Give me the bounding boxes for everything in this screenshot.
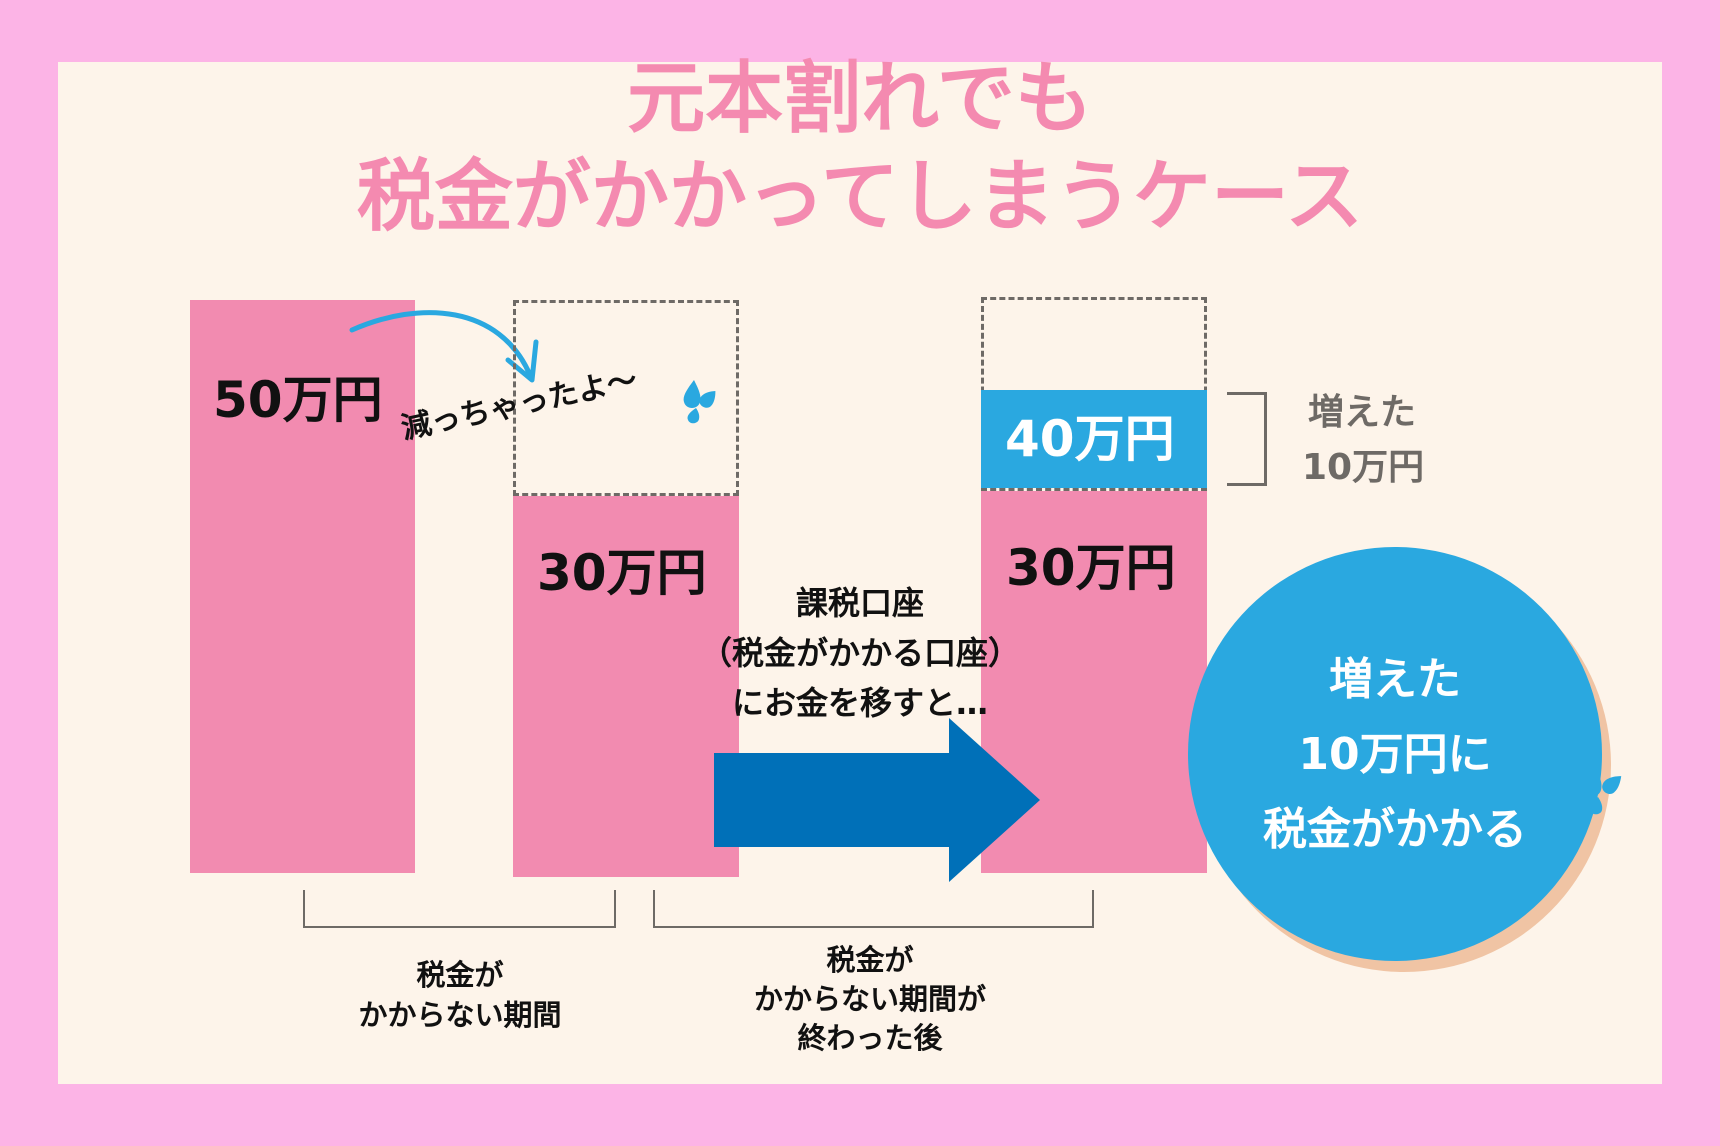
transfer-note-line-2: （税金がかかる口座） (699, 634, 1020, 672)
sweat-drops-icon-2 (1583, 765, 1622, 815)
tax-free-period-line-1: 税金が (416, 958, 504, 992)
title-line-2: 税金がかかってしまうケース (356, 152, 1364, 242)
after-period-line-2: かからない期間が (753, 982, 986, 1016)
increase-block (981, 390, 1207, 488)
tax-free-period-bracket (303, 890, 616, 928)
tax-free-period-line-2: かからない期間 (358, 998, 562, 1032)
circle-line-3: 税金がかかる (1263, 804, 1527, 855)
decreased-bar (513, 496, 739, 877)
after-base-bar-label: 30万円 (1006, 539, 1176, 597)
transfer-arrow-icon (714, 718, 1040, 882)
increase-bracket (1227, 392, 1267, 486)
title-line-1: 元本割れでも (627, 54, 1093, 144)
transfer-note: 課税口座 （税金がかかる口座） にお金を移すと… (650, 578, 1070, 728)
after-period-line-1: 税金が (826, 943, 914, 977)
after-period-line-3: 終わった後 (797, 1021, 943, 1055)
after-period-bracket (653, 890, 1094, 928)
increase-note-line-2: 10万円 (1302, 447, 1425, 488)
initial-bar-label: 50万円 (213, 371, 383, 429)
sweat-drops-icon (683, 380, 716, 424)
initial-bar (190, 300, 415, 873)
circle-line-2: 10万円に (1298, 729, 1492, 780)
transfer-note-line-3: にお金を移すと… (731, 684, 988, 722)
tax-free-period-label: 税金が かからない期間 (310, 955, 610, 1035)
after-period-label: 税金が かからない期間が 終わった後 (720, 941, 1020, 1058)
decreased-amount-outline (513, 300, 739, 496)
tax-circle (1188, 547, 1602, 961)
decrease-arrow-icon (349, 310, 539, 383)
increase-block-label: 40万円 (1005, 410, 1175, 468)
decreased-bar-label: 30万円 (537, 544, 707, 602)
circle-line-1: 増えた (1329, 654, 1461, 705)
transfer-note-line-1: 課税口座 (795, 584, 924, 622)
increase-note-line-1: 増えた (1308, 392, 1417, 433)
circle-text: 増えた 10万円に 税金がかかる (1188, 642, 1602, 867)
